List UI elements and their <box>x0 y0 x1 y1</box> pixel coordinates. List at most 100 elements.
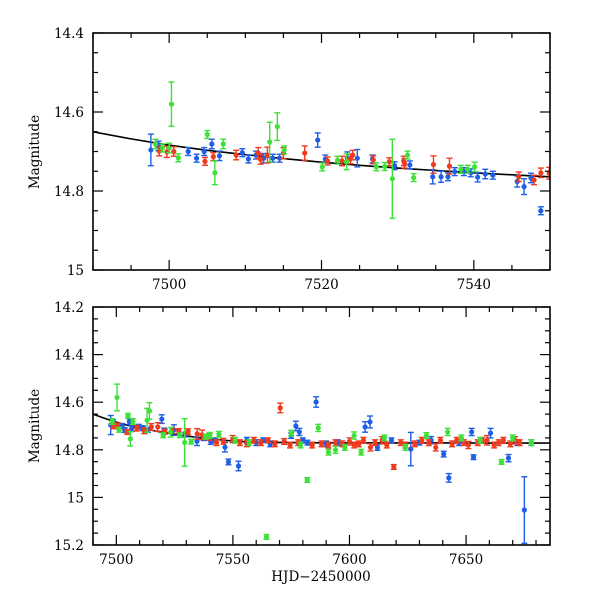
data-point-red <box>432 443 439 452</box>
marker <box>351 442 357 448</box>
marker <box>388 437 395 443</box>
marker <box>367 419 373 425</box>
data-point-red <box>515 171 522 183</box>
data-point-red <box>370 155 377 165</box>
data-point-red <box>213 439 220 447</box>
data-point-red <box>453 436 460 444</box>
x-tick-label: 7650 <box>449 552 483 568</box>
data-point-red <box>318 440 325 448</box>
marker <box>220 438 226 444</box>
marker <box>517 440 523 446</box>
data-point-green <box>127 431 134 447</box>
data-point-red <box>351 441 358 449</box>
marker <box>367 444 374 451</box>
marker <box>212 170 218 176</box>
data-point-green <box>343 153 350 171</box>
marker <box>446 163 453 169</box>
marker <box>188 439 194 445</box>
marker <box>185 429 191 435</box>
series-blue <box>107 396 535 545</box>
marker <box>426 440 432 446</box>
x-tick-label: 7540 <box>457 277 491 293</box>
marker <box>332 447 339 453</box>
data-point-blue <box>429 168 436 185</box>
marker <box>109 418 115 425</box>
marker <box>315 425 321 431</box>
data-point-green <box>266 121 273 163</box>
marker <box>528 440 534 446</box>
marker <box>350 152 356 158</box>
marker <box>404 152 411 158</box>
marker <box>362 424 368 430</box>
data-point-green <box>410 172 417 183</box>
data-point-green <box>288 429 295 437</box>
data-point-red <box>500 436 507 444</box>
data-point-green <box>211 160 218 186</box>
data-point-red <box>349 149 356 161</box>
series-green <box>109 383 535 540</box>
model-fit-curve <box>93 131 550 178</box>
marker <box>220 141 226 147</box>
data-point-blue <box>482 168 489 180</box>
marker <box>281 147 287 153</box>
data-point-green <box>404 150 411 160</box>
data-point-blue <box>225 458 232 466</box>
data-point-red <box>386 157 393 167</box>
data-point-blue <box>489 170 496 180</box>
marker <box>500 437 506 443</box>
marker <box>148 147 154 153</box>
marker <box>408 446 414 452</box>
data-point-blue <box>304 439 311 446</box>
data-point-red <box>325 441 332 449</box>
marker <box>127 436 133 442</box>
data-point-blue <box>296 427 303 437</box>
marker <box>373 164 379 170</box>
marker <box>225 459 232 465</box>
marker <box>469 429 475 435</box>
data-point-red <box>309 441 316 449</box>
data-point-red <box>236 439 243 447</box>
data-point-red <box>425 439 432 447</box>
data-point-green <box>304 476 311 484</box>
data-point-red <box>418 436 425 444</box>
data-point-green <box>232 436 239 444</box>
marker <box>454 437 460 443</box>
marker <box>319 164 325 170</box>
marker <box>304 477 310 483</box>
marker <box>381 435 388 441</box>
data-point-green <box>188 438 195 445</box>
data-point-blue <box>216 150 223 162</box>
marker <box>159 416 165 422</box>
marker <box>438 174 444 180</box>
data-point-green <box>325 448 332 456</box>
data-point-blue <box>208 138 215 150</box>
data-point-red <box>210 151 217 162</box>
y-axis-label-bottom: Magnitude <box>27 389 43 463</box>
data-point-green <box>315 423 322 433</box>
data-point-blue <box>128 425 135 433</box>
data-point-green <box>464 164 471 174</box>
marker <box>521 507 527 513</box>
data-point-green <box>389 138 396 219</box>
data-point-blue <box>445 472 452 483</box>
marker <box>114 394 120 401</box>
marker <box>419 437 425 443</box>
axis-frame <box>92 306 551 546</box>
marker <box>346 438 353 445</box>
data-point-green <box>109 417 116 426</box>
marker <box>445 174 451 180</box>
marker <box>296 429 302 435</box>
data-point-green <box>351 431 358 440</box>
data-point-green <box>381 434 388 442</box>
marker <box>423 432 430 439</box>
marker <box>168 101 175 107</box>
marker <box>437 437 444 443</box>
data-point-red <box>390 463 397 471</box>
data-point-blue <box>235 460 242 472</box>
marker <box>538 170 544 176</box>
data-point-red <box>287 441 294 449</box>
marker <box>233 152 239 158</box>
data-point-green <box>146 401 153 421</box>
marker <box>505 455 512 461</box>
marker <box>146 408 153 414</box>
